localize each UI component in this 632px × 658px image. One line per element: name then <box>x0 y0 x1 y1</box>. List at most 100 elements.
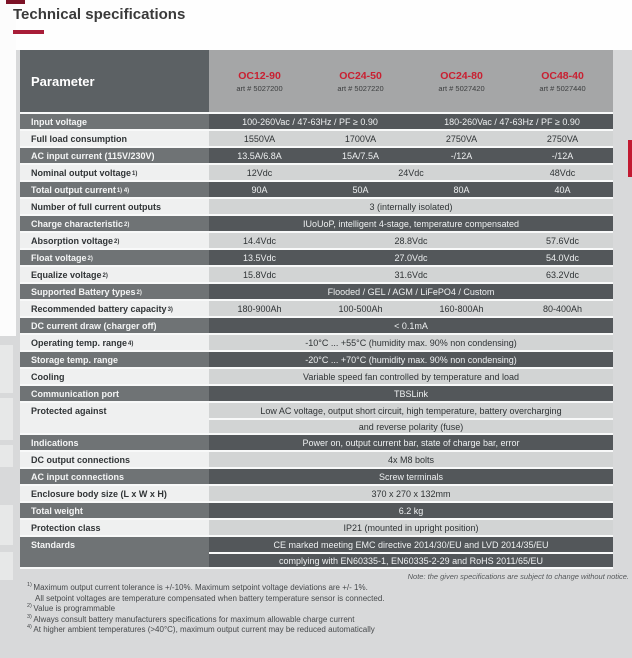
disclaimer-note: Note: the given specifications are subje… <box>407 572 629 581</box>
page-edge-decoration <box>0 445 13 467</box>
row-label: Storage temp. range <box>20 352 209 367</box>
table-row: DC current draw (charger off) < 0.1mA <box>20 318 613 335</box>
value-cell: 2750VA <box>445 133 478 144</box>
row-values: 14.4Vdc 28.8Vdc 57.6Vdc <box>209 233 613 248</box>
row-label: Full load consumption <box>20 131 209 146</box>
row-label: Communication port <box>20 386 209 401</box>
page-edge-strip <box>0 0 16 336</box>
value-cell: 2750VA <box>546 133 579 144</box>
row-label: Indications <box>20 435 209 450</box>
value-cell: 28.8Vdc <box>394 235 428 246</box>
value-cell: 100-260Vac / 47-63Hz / PF ≥ 0.90 <box>242 116 378 127</box>
table-row: Protected against Low AC voltage, output … <box>20 403 613 435</box>
footnote-line: 4) At higher ambient temperatures (>40°C… <box>27 624 375 634</box>
table-row: Cooling Variable speed fan controlled by … <box>20 369 613 386</box>
row-label: Enclosure body size (L x W x H) <box>20 486 209 501</box>
row-values: TBSLink <box>209 386 613 401</box>
table-header: Parameter OC12-90 art # 5027200 OC24-50 … <box>20 50 613 114</box>
page-edge-decoration <box>0 505 13 545</box>
product-art-number: art # 5027200 <box>236 83 283 93</box>
row-label: AC input connections <box>20 469 209 484</box>
value-cell: 100-500Ah <box>338 303 383 314</box>
row-values: -20°C ... +70°C (humidity max. 90% non c… <box>209 352 613 367</box>
value-cell: Screw terminals <box>378 471 443 482</box>
row-values: 13.5A/6.8A 15A/7.5A -/12A -/12A <box>209 148 613 163</box>
value-cell: 14.4Vdc <box>242 235 277 246</box>
row-values: Screw terminals <box>209 469 613 484</box>
table-row: Indications Power on, output current bar,… <box>20 435 613 452</box>
value-cell: 370 x 270 x 132mm <box>371 488 451 499</box>
row-values: 3 (internally isolated) <box>209 199 613 214</box>
spec-rows: Input voltage 100-260Vac / 47-63Hz / PF ≥… <box>20 114 613 569</box>
footnote-marker: 4) <box>27 624 34 631</box>
row-values: < 0.1mA <box>209 318 613 333</box>
table-row: Total output current 1) 4) 90A 50A 80A 40A <box>20 182 613 199</box>
product-name: OC48-40 <box>541 69 584 82</box>
table-row: Storage temp. range -20°C ... +70°C (humi… <box>20 352 613 369</box>
value-cell: 6.2 kg <box>398 505 424 516</box>
value-cell: 15.8Vdc <box>242 269 277 280</box>
row-values: 90A 50A 80A 40A <box>209 182 613 197</box>
page-top-band <box>0 0 632 50</box>
page-edge-decoration <box>0 345 13 393</box>
footnote-line: 3) Always consult battery manufacturers … <box>27 613 355 624</box>
row-values: 370 x 270 x 132mm <box>209 486 613 501</box>
value-cell: complying with EN60335-1, EN60335-2-29 a… <box>209 552 613 567</box>
row-label: Total output current 1) 4) <box>20 182 209 197</box>
value-cell: CE marked meeting EMC directive 2014/30/… <box>273 539 549 550</box>
parameter-header: Parameter <box>20 50 209 112</box>
value-cell: 57.6Vdc <box>545 235 580 246</box>
footnotes: 1) Maximum output current tolerance is +… <box>26 583 385 636</box>
table-row: Charge characteristic 2) IUoUoP, intellige… <box>20 216 613 233</box>
row-label: Protected against <box>20 403 209 433</box>
footnote-marker: 3) <box>27 613 34 620</box>
row-label: Protection class <box>20 520 209 535</box>
row-values: 100-260Vac / 47-63Hz / PF ≥ 0.90 180-260V… <box>209 114 613 129</box>
footnote-marker: 1) <box>27 582 34 589</box>
value-cell: IUoUoP, intelligent 4-stage, temperature… <box>303 218 519 229</box>
table-row: Full load consumption 1550VA 1700VA 2750VA 2… <box>20 131 613 148</box>
row-label: DC current draw (charger off) <box>20 318 209 333</box>
page-title: Technical specifications <box>13 6 186 23</box>
row-label: Recommended battery capacity 3) <box>20 301 209 316</box>
table-row: Operating temp. range 4) -10°C ... +55°C (… <box>20 335 613 352</box>
value-cell: 13.5Vdc <box>242 252 277 263</box>
table-row: Total weight 6.2 kg <box>20 503 613 520</box>
row-values: Flooded / GEL / AGM / LiFePO4 / Custom <box>209 284 613 299</box>
row-values: -10°C ... +55°C (humidity max. 90% non c… <box>209 335 613 350</box>
row-values: 6.2 kg <box>209 503 613 518</box>
row-values: 1550VA 1700VA 2750VA 2750VA <box>209 131 613 146</box>
value-cell: IP21 (mounted in upright position) <box>343 522 479 533</box>
row-values: CE marked meeting EMC directive 2014/30/… <box>209 537 613 567</box>
row-values: 15.8Vdc 31.6Vdc 63.2Vdc <box>209 267 613 282</box>
table-row: Nominal output voltage 1) 12Vdc 24Vdc 48Vdc <box>20 165 613 182</box>
row-label: Operating temp. range 4) <box>20 335 209 350</box>
product-column-header: OC12-90 art # 5027200 <box>209 50 310 112</box>
table-row: Equalize voltage 2) 15.8Vdc 31.6Vdc 63.2Vdc <box>20 267 613 284</box>
row-values: 12Vdc 24Vdc 48Vdc <box>209 165 613 180</box>
table-row: Supported Battery types 2) Flooded / GEL /… <box>20 284 613 301</box>
row-label: Supported Battery types 2) <box>20 284 209 299</box>
value-cell: TBSLink <box>393 388 428 399</box>
product-name: OC24-80 <box>440 69 483 82</box>
row-label: Number of full current outputs <box>20 199 209 214</box>
table-row: Absorption voltage 2) 14.4Vdc 28.8Vdc 57.6Vd… <box>20 233 613 250</box>
value-cell: Low AC voltage, output short circuit, hi… <box>260 405 562 416</box>
value-cell: 40A <box>554 184 571 195</box>
row-values: 4x M8 bolts <box>209 452 613 467</box>
red-edge-bar <box>628 140 632 177</box>
product-column-header: OC24-50 art # 5027220 <box>310 50 411 112</box>
page-corner-mark <box>6 0 25 4</box>
row-label: Charge characteristic 2) <box>20 216 209 231</box>
footnote-line: 1) Maximum output current tolerance is +… <box>27 582 368 592</box>
value-cell: 3 (internally isolated) <box>369 201 453 212</box>
value-cell: -10°C ... +55°C (humidity max. 90% non c… <box>305 337 517 348</box>
value-cell: Variable speed fan controlled by tempera… <box>303 371 519 382</box>
row-label: Nominal output voltage 1) <box>20 165 209 180</box>
row-values: Low AC voltage, output short circuit, hi… <box>209 403 613 433</box>
value-cell: Flooded / GEL / AGM / LiFePO4 / Custom <box>327 286 495 297</box>
value-cell: 180-260Vac / 47-63Hz / PF ≥ 0.90 <box>444 116 580 127</box>
table-row: Float voltage 2) 13.5Vdc 27.0Vdc 54.0Vdc <box>20 250 613 267</box>
value-cell: 15A/7.5A <box>341 150 380 161</box>
value-cell: 50A <box>352 184 369 195</box>
